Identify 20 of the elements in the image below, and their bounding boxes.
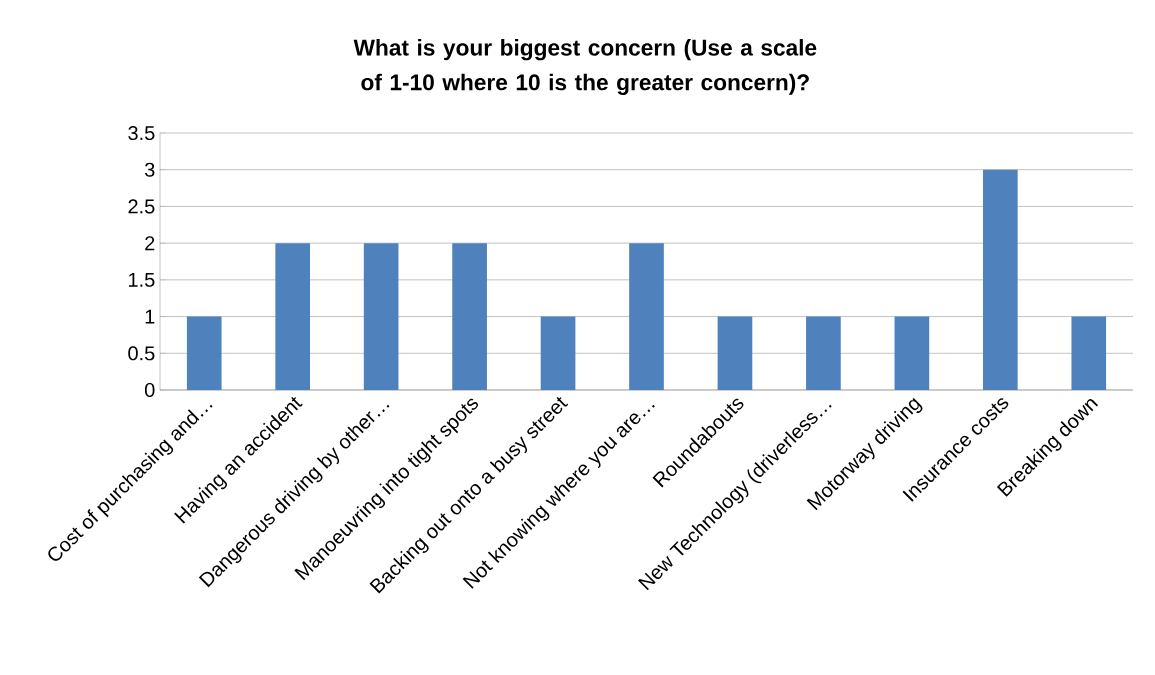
y-tick-label: 0.5	[128, 346, 155, 361]
bar	[983, 169, 1018, 390]
y-tick-label: 2.5	[128, 199, 155, 214]
bar	[894, 316, 930, 390]
bar	[363, 243, 399, 390]
bar	[452, 243, 487, 390]
bar	[1071, 316, 1107, 390]
bar	[186, 316, 222, 390]
y-tick-label: 1	[145, 309, 155, 324]
y-tick-label: 3	[144, 162, 155, 177]
y-tick-label: 3.5	[128, 125, 155, 141]
y-tick-label: 2	[145, 236, 155, 251]
y-tick-label: 1.5	[129, 272, 155, 287]
bar	[717, 316, 753, 390]
bar	[629, 243, 664, 390]
y-tick-label: 0	[144, 382, 155, 398]
bar	[275, 243, 311, 390]
chart-title: What is your biggest concern (Use a scale of 1-10 where 10 is the greater concern)?	[353, 39, 817, 95]
bar	[540, 316, 576, 390]
bar	[806, 316, 841, 390]
